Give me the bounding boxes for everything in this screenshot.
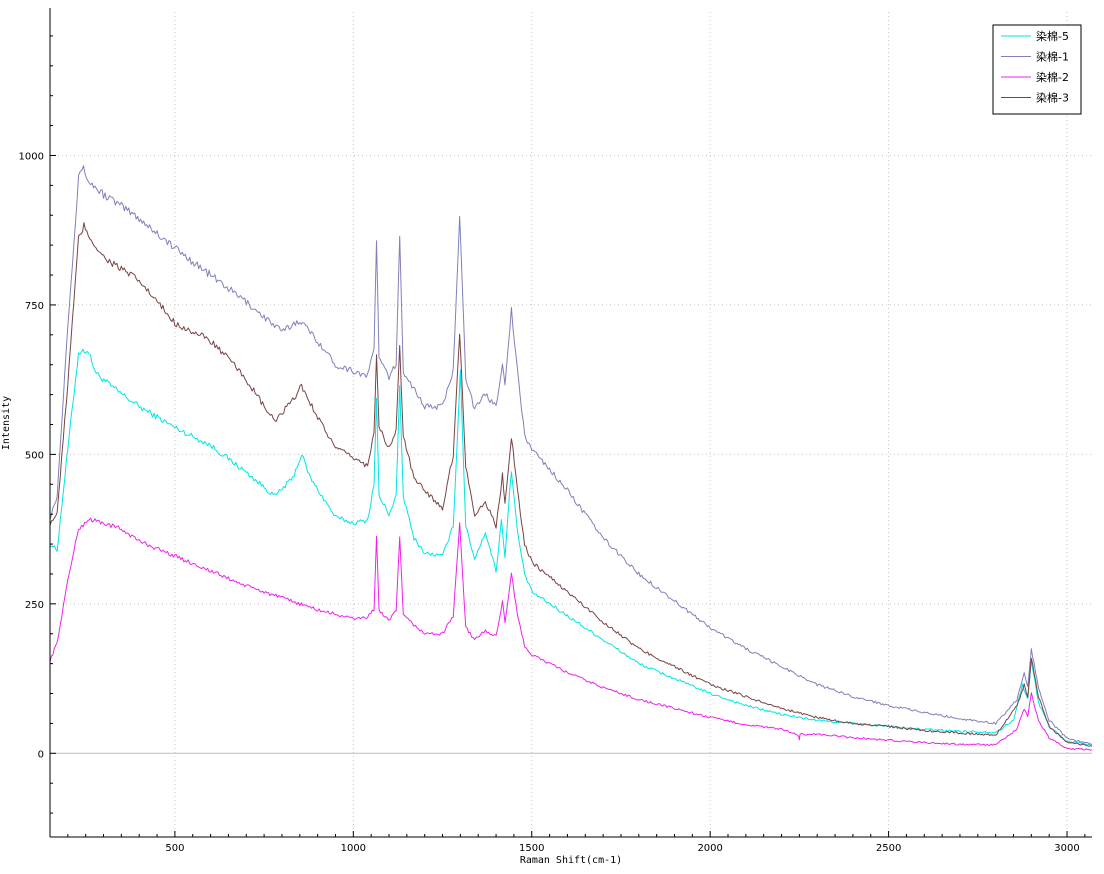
x-tick-label-4: 2500	[876, 843, 901, 854]
series-layer	[49, 165, 1093, 751]
x-tick-label-2: 1500	[519, 843, 544, 854]
legend-box	[992, 24, 1082, 115]
grid-lines	[50, 12, 1092, 837]
legend-label-1: 染棉-1	[1036, 50, 1069, 64]
legend-label-0: 染棉-5	[1036, 29, 1069, 43]
series-line-3	[49, 222, 1093, 747]
x-tick-label-1: 1000	[341, 843, 366, 854]
x-axis-title: Raman Shift(cm-1)	[520, 855, 622, 866]
legend-label-2: 染棉-2	[1036, 70, 1069, 84]
axes	[49, 8, 1092, 838]
tick-labels: 500 1000 1500 2000 2500 3000 0 250 500 750 1000	[19, 151, 1080, 854]
y-tick-label-1: 250	[25, 600, 44, 611]
legend: 染棉-5 染棉-1 染棉-2 染棉-3	[992, 24, 1082, 115]
y-tick-label-4: 1000	[19, 151, 44, 162]
x-tick-label-3: 2000	[697, 843, 722, 854]
series-line-2	[49, 517, 1093, 751]
series-line-1	[49, 165, 1093, 745]
x-tick-label-5: 3000	[1054, 843, 1079, 854]
legend-label-3: 染棉-3	[1036, 91, 1069, 105]
series-line-0	[49, 348, 1093, 746]
x-tick-label-0: 500	[165, 843, 184, 854]
y-tick-label-2: 500	[25, 450, 44, 461]
y-axis-title: Intensity	[1, 396, 12, 450]
y-tick-label-3: 750	[25, 301, 44, 312]
y-tick-label-0: 0	[38, 749, 44, 760]
